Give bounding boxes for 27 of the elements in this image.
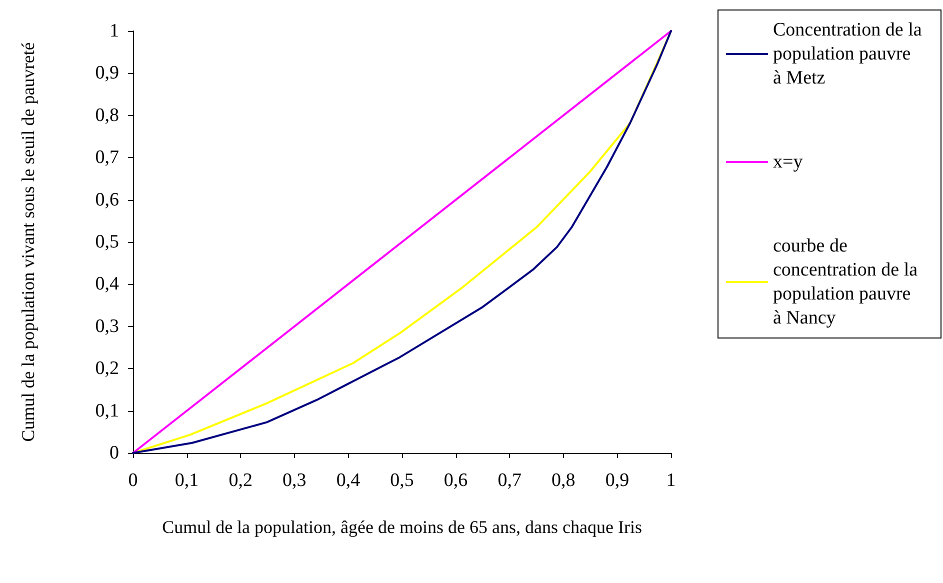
- legend-label: courbe de concentration de la population pauvre à Nancy: [773, 236, 922, 328]
- y-tick-label: 0,6: [95, 189, 119, 210]
- x-tick-label: 0: [128, 470, 138, 491]
- y-tick-label: 0: [110, 442, 119, 464]
- y-tick-label: 0,5: [95, 232, 119, 252]
- y-tick-label: 0,2: [95, 358, 119, 380]
- y-tick-label: 1: [110, 20, 119, 42]
- x-tick-label: 1: [666, 470, 676, 491]
- y-tick-label: 0,3: [95, 316, 119, 337]
- y-tick-label: 0,9: [95, 62, 119, 84]
- legend-label: Concentration de la population pauvre à Metz: [773, 20, 927, 88]
- x-tick-label: 0,6: [444, 470, 468, 491]
- y-axis-title: Cumul de la population vivant sous le seuil de pauvreté: [18, 42, 38, 442]
- x-tick-label: 0,3: [282, 470, 306, 491]
- x-tick-label: 0,7: [498, 470, 522, 491]
- x-tick-label: 0,5: [390, 470, 414, 491]
- y-tick-label: 0,4: [95, 274, 120, 295]
- y-tick-label: 0,8: [95, 104, 119, 126]
- x-tick-label: 0,9: [605, 470, 630, 491]
- legend-label: x=y: [773, 152, 804, 172]
- x-tick-label: 0,2: [228, 470, 252, 491]
- y-tick-label: 0,1: [95, 400, 119, 422]
- x-tick-label: 0,4: [336, 470, 361, 491]
- x-tick-label: 0,8: [552, 470, 576, 491]
- y-tick-label: 0,7: [95, 147, 119, 168]
- x-axis-title: Cumul de la population, âgée de moins de 65 ans, dans chaque Iris: [162, 517, 642, 537]
- x-tick-label: 0,1: [174, 470, 199, 491]
